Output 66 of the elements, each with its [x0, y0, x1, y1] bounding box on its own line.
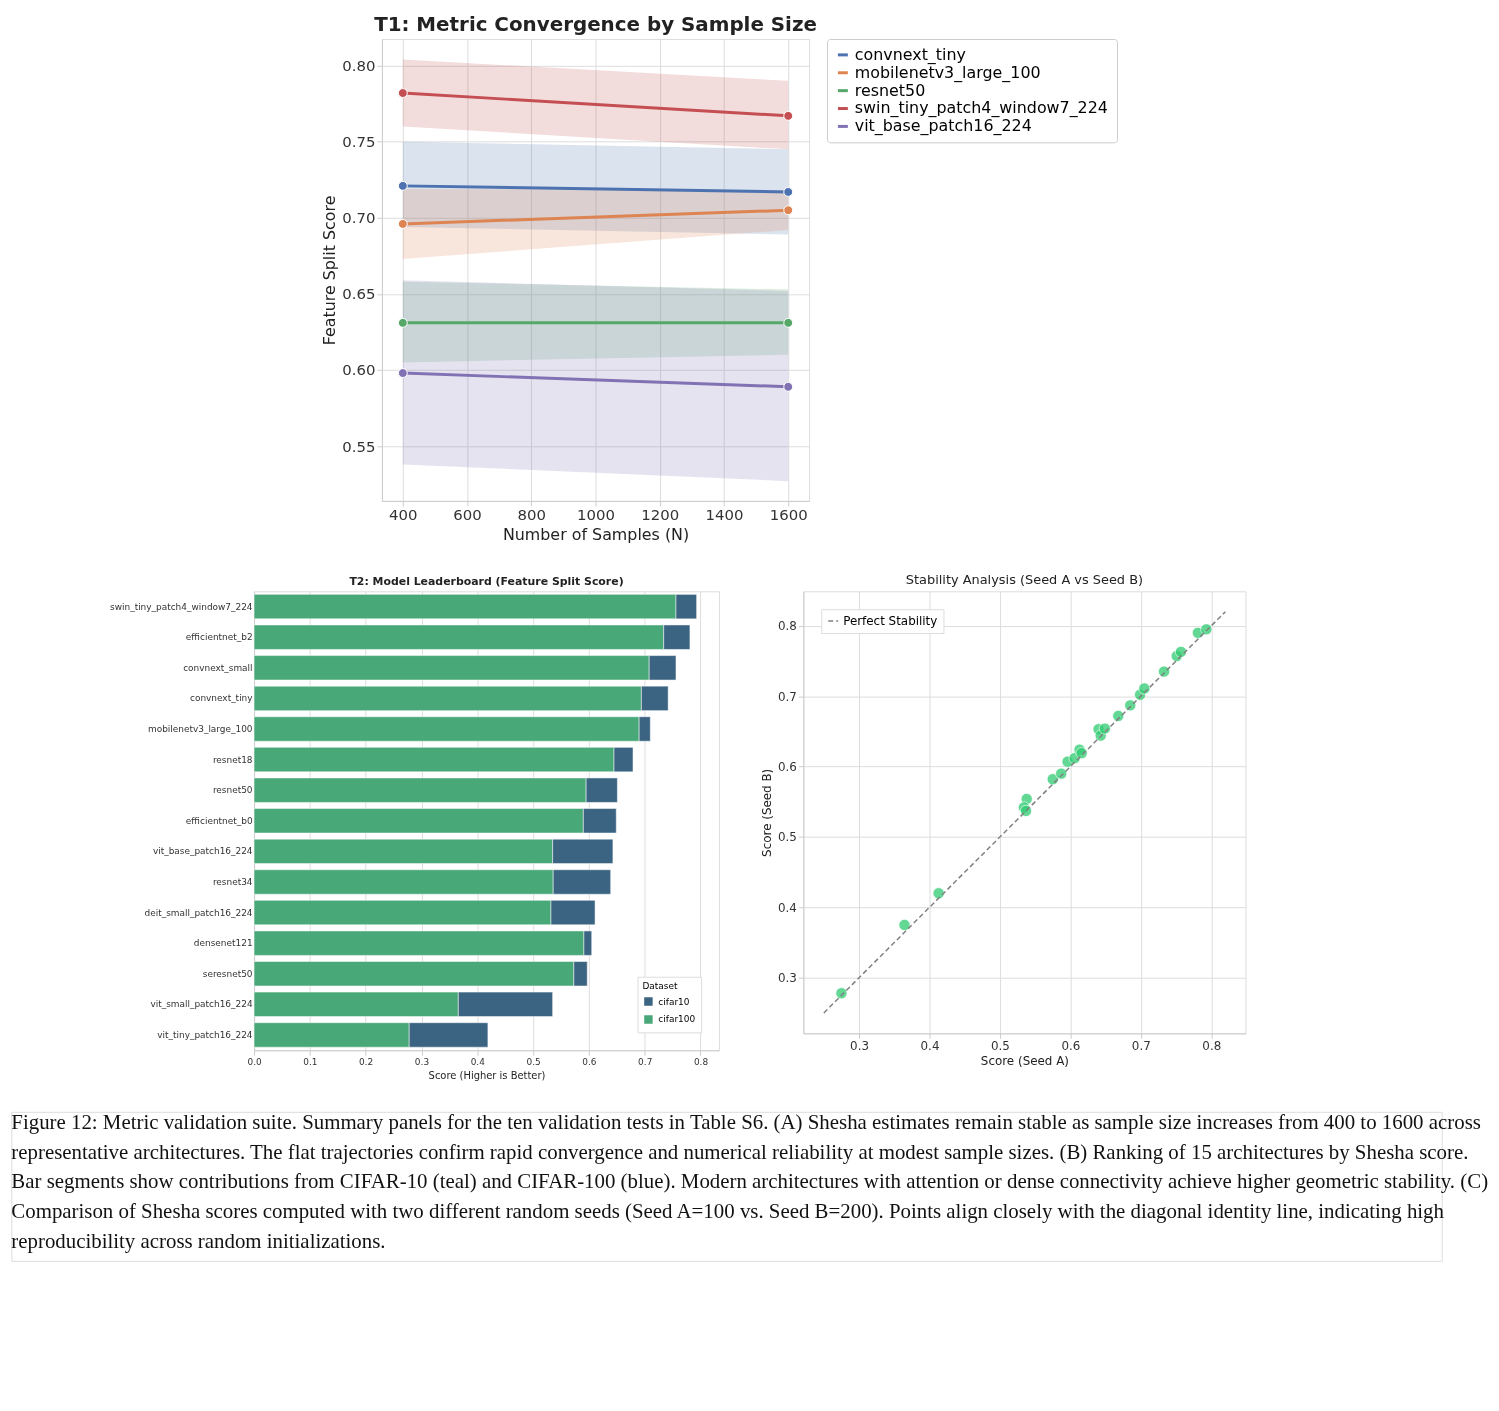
y-tick-label: 0.6: [778, 760, 797, 775]
x-tick-label: 0.2: [359, 1056, 374, 1067]
y-tick-label: 0.75: [342, 133, 376, 152]
y-tick-label: efficientnet_b2: [185, 632, 253, 643]
legend-label: vit_base_patch16_224: [854, 116, 1032, 137]
x-tick-label: 0.3: [414, 1056, 430, 1067]
y-tick-label: resnet34: [212, 876, 253, 887]
x-tick-label: 0.6: [1061, 1038, 1081, 1053]
x-tick-label: 600: [453, 506, 482, 525]
y-tick-label: deit_small_patch16_224: [144, 907, 253, 918]
x-axis-title: Score (Seed A): [980, 1053, 1069, 1068]
x-tick-label: 0.1: [303, 1056, 318, 1067]
x-tick-label: 800: [517, 506, 546, 525]
legend-title: Dataset: [642, 980, 678, 991]
legend-label: convnext_tiny: [854, 44, 966, 65]
x-tick-label: 1400: [705, 506, 744, 525]
x-tick-label: 0.5: [526, 1056, 541, 1067]
y-tick-label: 0.55: [342, 437, 376, 456]
x-tick-label: 400: [389, 506, 418, 525]
y-tick-label: resnet50: [212, 785, 253, 796]
y-tick-label: 0.60: [342, 361, 376, 380]
x-tick-label: 0.0: [247, 1056, 262, 1067]
legend-label: swin_tiny_patch4_window7_224: [854, 98, 1108, 119]
y-tick-label: 0.80: [342, 57, 376, 76]
y-tick-label: swin_tiny_patch4_window7_224: [110, 601, 253, 612]
chart-title: T2: Model Leaderboard (Feature Split Score): [349, 575, 624, 589]
y-tick-label: convnext_tiny: [190, 693, 254, 704]
x-tick-label: 0.7: [1131, 1038, 1151, 1053]
x-tick-label: 0.6: [582, 1056, 597, 1067]
x-tick-label: 0.3: [850, 1038, 870, 1053]
caption: Figure 12: Metric validation suite. Summary panels for the ten validation tests in Table S6. (A) Shesha estimates remain stable as sample size increases from 400 to 1600 across representative architectures. The flat trajectories confirm rapid convergence and numerical reliability at modest sample sizes. (B) Ranking of 15 architectures by Shesha score. Bar segments show contributions from CIFAR-10 (teal) and CIFAR-100 (blue). Modern architectures with attention or dense connectivity achieve higher geometric stability. (C) Comparison of Shesha scores computed with two different random seeds (Seed A=100 vs. Seed B=200). Points align closely with the diagonal identity line, indicating high reproducibility across random initializations.: [11, 1109, 1489, 1253]
y-tick-label: 0.5: [778, 830, 797, 845]
x-tick-label: 0.4: [920, 1038, 940, 1053]
y-tick-label: 0.65: [342, 285, 376, 304]
x-tick-label: 0.5: [990, 1038, 1010, 1053]
y-tick-label: 0.3: [778, 971, 797, 986]
legend-label: Perfect Stability: [843, 614, 938, 629]
chart-title: Stability Analysis (Seed A vs Seed B): [905, 572, 1144, 588]
x-tick-label: 1000: [577, 506, 615, 525]
x-tick-label: 1600: [769, 506, 808, 525]
x-tick-label: 1200: [641, 506, 680, 525]
y-tick-label: efficientnet_b0: [185, 815, 253, 826]
y-tick-label: vit_tiny_patch16_224: [157, 1029, 253, 1040]
legend-label: cifar10: [658, 996, 690, 1007]
legend-label: resnet50: [854, 80, 926, 100]
x-tick-label: 0.8: [1202, 1038, 1222, 1053]
y-tick-label: 0.70: [342, 209, 376, 228]
y-tick-label: vit_base_patch16_224: [152, 846, 253, 857]
y-axis-title: Score (Seed B): [760, 768, 775, 857]
y-axis-title: Feature Split Score: [320, 195, 340, 346]
y-tick-label: 0.8: [778, 619, 797, 634]
y-tick-label: convnext_small: [183, 662, 253, 673]
x-axis-title: Number of Samples (N): [502, 525, 690, 545]
y-tick-label: vit_small_patch16_224: [150, 999, 253, 1010]
y-tick-label: 0.4: [778, 900, 797, 915]
y-tick-label: seresnet50: [202, 968, 253, 979]
chart-title: T1: Metric Convergence by Sample Size: [374, 12, 817, 36]
y-tick-label: 0.7: [778, 689, 797, 704]
x-tick-label: 0.4: [470, 1056, 486, 1067]
y-tick-label: resnet18: [212, 754, 253, 765]
y-tick-label: mobilenetv3_large_100: [147, 723, 253, 734]
x-axis-title: Score (Higher is Better): [428, 1069, 546, 1081]
x-tick-label: 0.8: [693, 1056, 709, 1067]
x-tick-label: 0.7: [638, 1056, 653, 1067]
legend-label: cifar100: [658, 1014, 696, 1025]
y-tick-label: densenet121: [193, 938, 253, 949]
